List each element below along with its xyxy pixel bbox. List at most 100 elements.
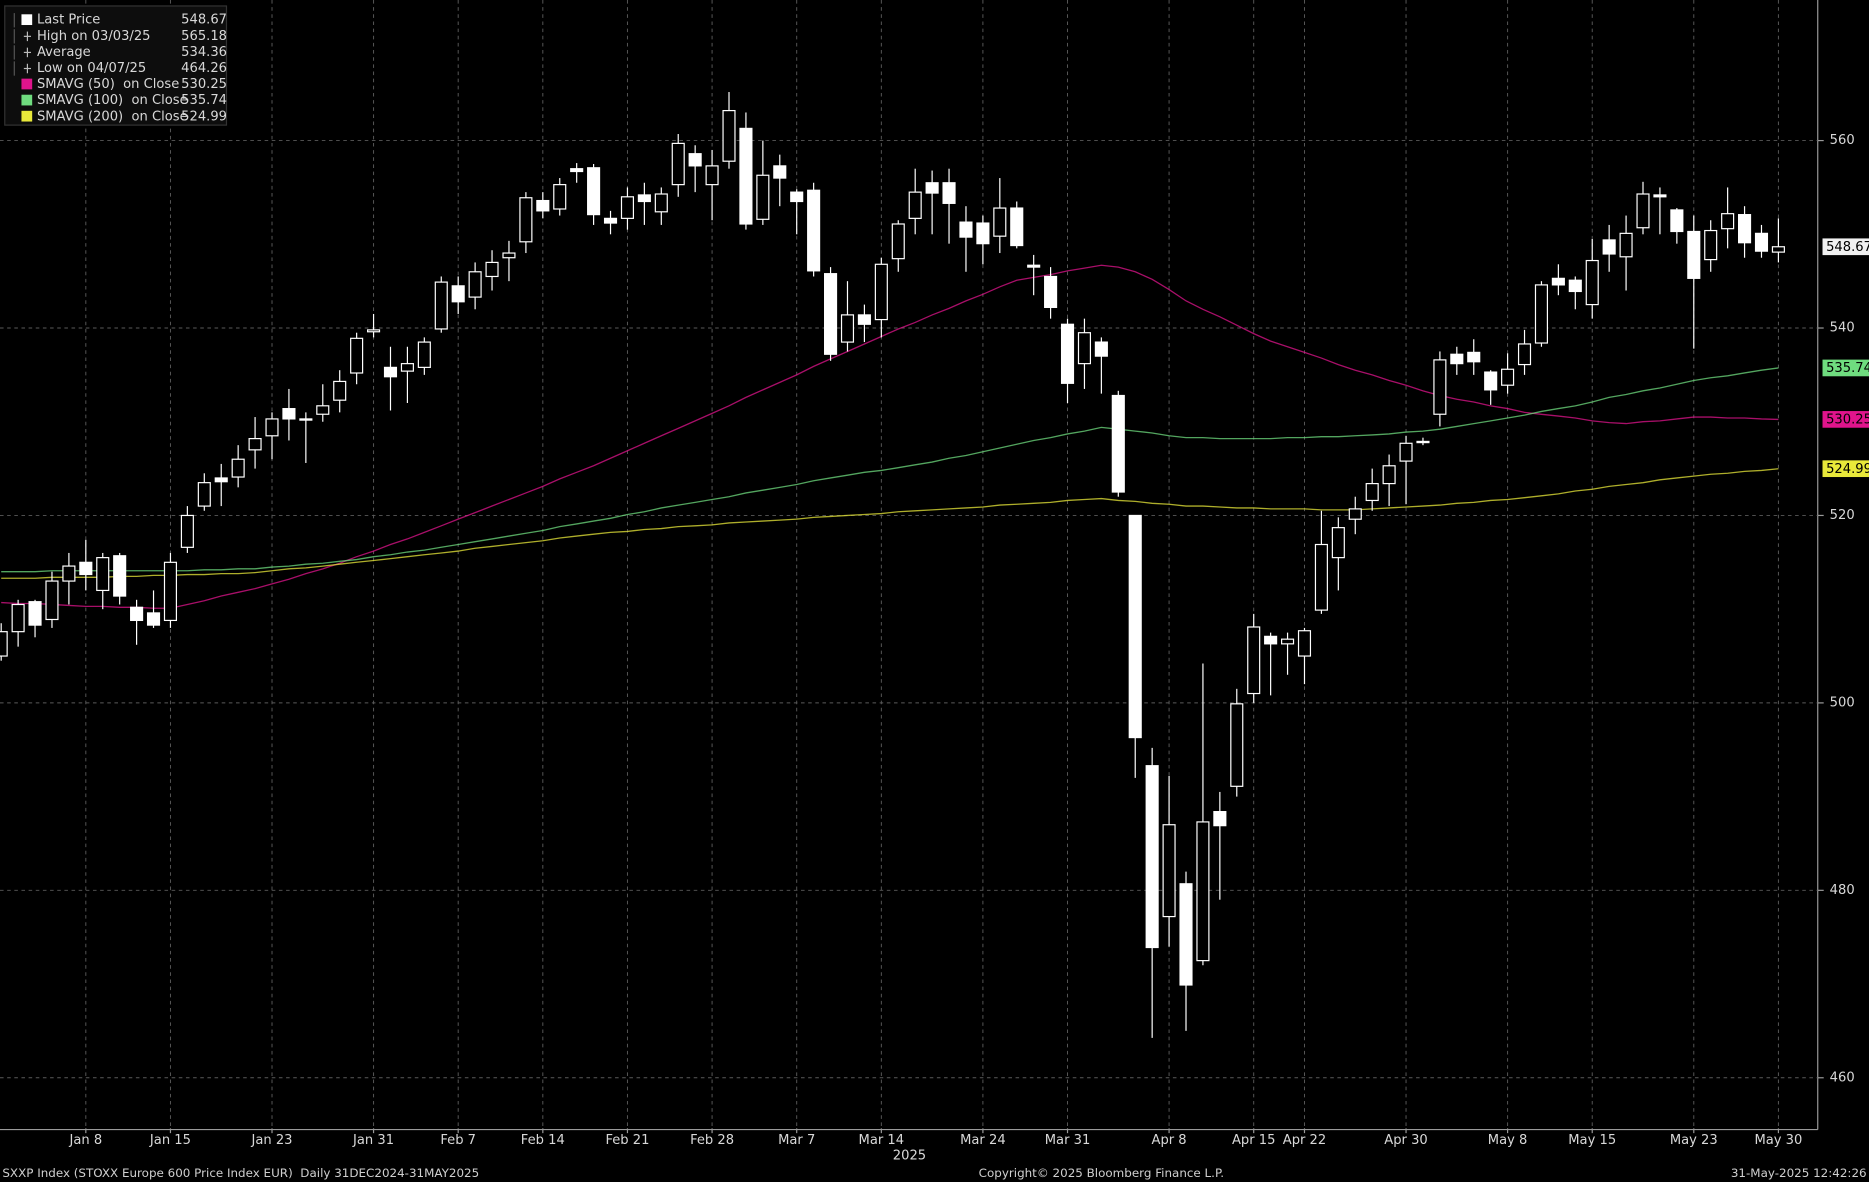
candle-body (1619, 232, 1633, 258)
legend-label: SMAVG (50) on Close (37, 77, 179, 92)
candle-body (1771, 246, 1785, 253)
candle-body (1196, 821, 1210, 962)
candle-body (214, 477, 228, 483)
candle-body (1027, 264, 1041, 268)
candle-body (1416, 440, 1430, 444)
candle-body (62, 565, 76, 582)
x-tick-label: Mar 31 (1045, 1133, 1091, 1148)
candle-body (570, 168, 584, 173)
sma-line (1, 468, 1779, 579)
candle-body (11, 603, 25, 633)
candle-body (1314, 543, 1328, 611)
candle-body (1467, 351, 1481, 363)
legend-value: 530.25 (181, 77, 227, 92)
sma-line (1, 264, 1779, 609)
candle-body (1179, 883, 1193, 986)
candle-body (333, 380, 347, 401)
candle-body (671, 142, 685, 186)
x-tick-label: Feb 7 (440, 1133, 476, 1148)
legend-label: Average (37, 45, 91, 60)
candle-body (1484, 371, 1498, 391)
candle-body (840, 314, 855, 343)
candle-body (688, 153, 702, 167)
x-tick-label: May 30 (1754, 1133, 1802, 1148)
candle-body (824, 273, 838, 355)
legend-swatch (21, 110, 33, 122)
candle-body (45, 580, 59, 621)
x-tick-label: May 15 (1568, 1133, 1616, 1148)
candle-body (1281, 638, 1295, 645)
price-tag (1822, 411, 1869, 428)
candle-body (197, 482, 211, 507)
candle-body (248, 438, 262, 451)
x-tick-label: Feb 21 (605, 1133, 649, 1148)
legend-swatch (21, 78, 33, 90)
candle-body (299, 418, 313, 421)
price-tag (1822, 238, 1869, 256)
candle-body (1010, 207, 1024, 247)
candle-body (1568, 279, 1582, 293)
x-tick-label: Apr 8 (1151, 1133, 1186, 1148)
y-tick-label: 520 (1830, 508, 1855, 523)
candle-body (130, 606, 144, 622)
candle-body (1653, 194, 1667, 198)
candle-body (1094, 341, 1108, 357)
candle-body (891, 223, 905, 260)
year-label: 2025 (893, 1148, 926, 1163)
x-tick-label: Jan 31 (352, 1133, 394, 1148)
candle-body (96, 557, 110, 592)
legend-value: 548.67 (181, 13, 227, 28)
candle-body (434, 281, 448, 330)
price-tag-label: 548.67 (1826, 240, 1869, 255)
candle-body (993, 207, 1007, 237)
candle-body (553, 184, 567, 210)
candle-body (857, 314, 871, 325)
x-tick-label: May 8 (1488, 1133, 1528, 1148)
candle-body (1230, 703, 1244, 787)
candle-body (959, 221, 973, 238)
candle-body (231, 458, 245, 478)
candle-body (113, 555, 127, 597)
candle-body (1636, 193, 1650, 229)
legend-icon (21, 14, 33, 26)
candle-body (1704, 229, 1718, 261)
candle-body (502, 252, 516, 259)
candle-body (1501, 368, 1515, 386)
candle-body (1399, 442, 1413, 462)
candle-body (180, 514, 194, 548)
candle-body (383, 366, 398, 378)
legend-label: High on 03/03/25 (37, 29, 151, 44)
footer-left: SXXP Index (STOXX Europe 600 Price Index… (2, 1166, 479, 1180)
x-tick-label: Mar 7 (778, 1133, 815, 1148)
candles (0, 92, 1785, 1038)
y-tick-label: 480 (1830, 883, 1855, 898)
candle-body (519, 197, 533, 243)
candle-body (1754, 232, 1769, 252)
candle-body (1585, 259, 1599, 306)
candle-body (146, 612, 161, 626)
x-tick-label: Jan 8 (68, 1133, 102, 1148)
candle-body (587, 167, 601, 216)
candle-body (1213, 811, 1227, 827)
candle-body (705, 165, 719, 186)
candle-body (1145, 765, 1159, 949)
legend-box (4, 5, 228, 126)
x-tick-label: Feb 14 (521, 1133, 565, 1148)
candle-body (1162, 824, 1176, 918)
legend-value: 524.99 (181, 109, 227, 124)
candle-body (1450, 353, 1464, 365)
legend-label: Low on 04/07/25 (37, 61, 146, 76)
candle-body (282, 408, 296, 420)
candle-body (807, 189, 821, 272)
candle-body (654, 193, 668, 213)
candle-body (400, 363, 414, 372)
price-tag (1822, 460, 1869, 478)
candle-body (942, 182, 956, 204)
x-tick-label: May 23 (1670, 1133, 1718, 1148)
candle-body (1060, 323, 1075, 384)
candle-body (1602, 239, 1616, 255)
candle-body (637, 194, 651, 203)
candle-body (1382, 465, 1396, 485)
